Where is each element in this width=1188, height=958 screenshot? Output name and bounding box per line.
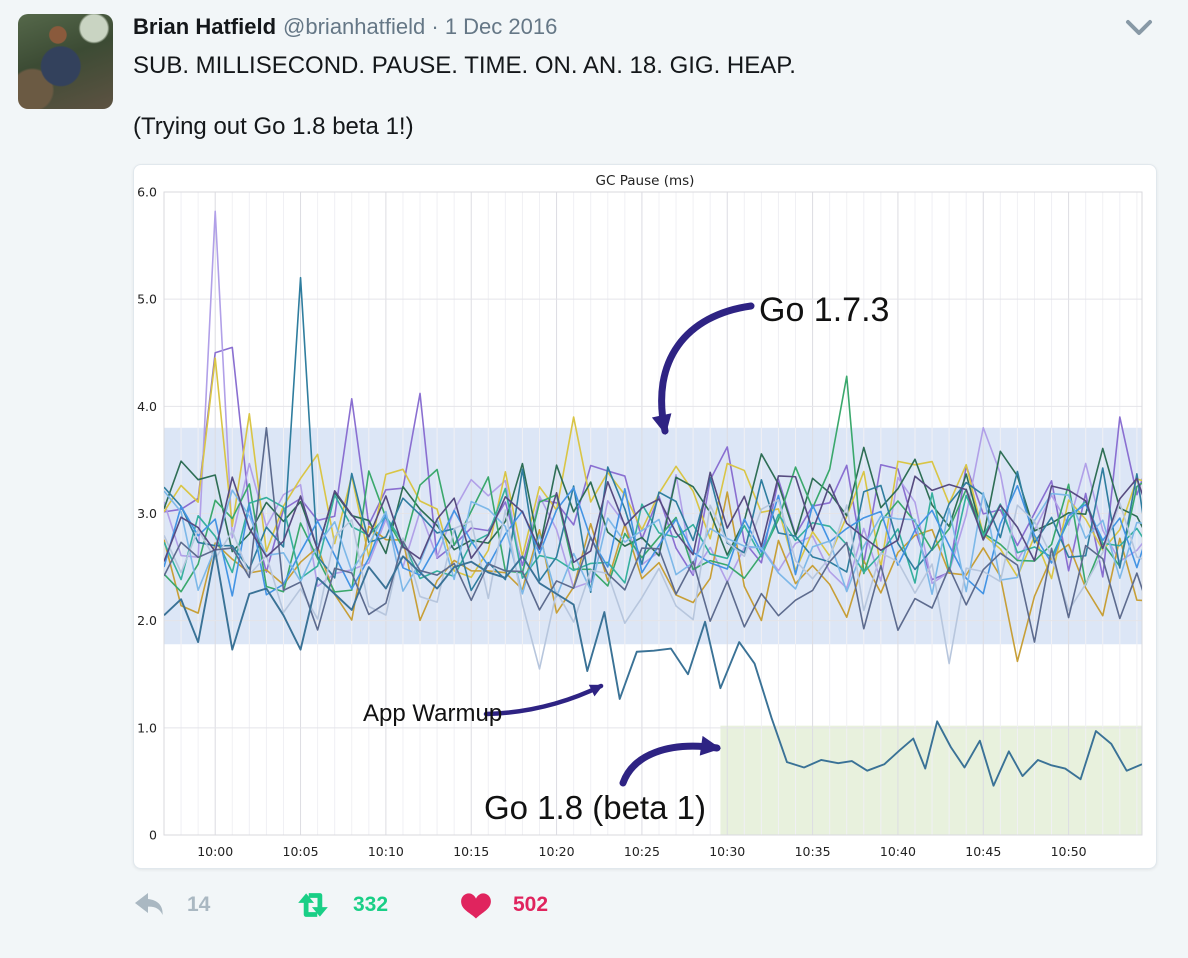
reply-button[interactable]: 14 — [133, 891, 295, 919]
x-tick-label: 10:35 — [795, 844, 831, 859]
app-warmup-arrow — [483, 683, 604, 717]
y-tick-label: 1.0 — [137, 720, 157, 735]
go-1.7.3-arrow — [651, 302, 755, 435]
x-tick-label: 10:15 — [453, 844, 489, 859]
y-tick-label: 0 — [149, 828, 157, 843]
like-count: 502 — [513, 893, 549, 916]
y-tick-label: 4.0 — [137, 399, 157, 414]
reply-arrow-icon — [135, 893, 163, 915]
y-tick-label: 5.0 — [137, 292, 157, 307]
gc-series-dark-teal — [164, 276, 1142, 594]
x-tick-label: 10:30 — [709, 844, 745, 859]
tweet-meta: Brian Hatfield @brianhatfield · 1 Dec 201… — [133, 12, 1160, 42]
go-1.8-beta-1-arrow — [619, 735, 721, 787]
gc-series-blue — [164, 484, 1142, 597]
gc-series-ochre — [164, 491, 1142, 663]
go-1.7.3-label: Go 1.7.3 — [759, 291, 889, 329]
x-tick-label: 10:20 — [539, 844, 575, 859]
gc-series-green — [164, 375, 1142, 593]
tweet-actions: 14 332 502 — [133, 885, 1160, 925]
gc-pause-chart: GC Pause (ms) 6.0 5.0 4.0 3.0 2.0 1.0 0 10:00 10:… — [137, 173, 1143, 859]
x-tick-label: 10:25 — [624, 844, 660, 859]
tweet-text-line1: SUB. MILLISECOND. PAUSE. TIME. ON. AN. 1… — [133, 52, 796, 79]
author-handle[interactable]: @brianhatfield — [283, 14, 426, 39]
retweet-button[interactable]: 332 — [295, 892, 461, 918]
y-tick-label: 3.0 — [137, 506, 157, 521]
chart-media[interactable]: GC Pause (ms) 6.0 5.0 4.0 3.0 2.0 1.0 0 10:00 10:… — [133, 164, 1157, 869]
avatar[interactable] — [18, 14, 113, 109]
meta-separator: · — [431, 14, 439, 39]
tweet-date[interactable]: 1 Dec 2016 — [444, 14, 558, 39]
go-1.8-line — [164, 550, 1142, 787]
gc-series-pale-steel — [164, 499, 1142, 670]
reply-count: 14 — [187, 893, 211, 916]
x-tick-label: 10:45 — [965, 844, 1001, 859]
x-tick-label: 10:50 — [1051, 844, 1087, 859]
heart-icon — [461, 892, 491, 919]
tweet-text-line2: (Trying out Go 1.8 beta 1!) — [133, 113, 414, 140]
like-button[interactable]: 502 — [461, 892, 548, 919]
x-tick-label: 10:40 — [880, 844, 916, 859]
go-1.7.3-pause-band — [164, 427, 1142, 645]
x-tick-label: 10:00 — [197, 844, 233, 859]
retweet-icon — [298, 893, 328, 917]
app-warmup-label: App Warmup — [363, 700, 502, 727]
x-tick-label: 10:05 — [283, 844, 319, 859]
y-tick-label: 2.0 — [137, 613, 157, 628]
go-1.8-beta-1-label: Go 1.8 (beta 1) — [484, 789, 706, 826]
author-name[interactable]: Brian Hatfield — [133, 14, 277, 39]
chevron-down-icon[interactable] — [1124, 18, 1154, 38]
gc-series-light-blue — [164, 489, 1142, 598]
chart-title: GC Pause (ms) — [596, 173, 695, 189]
y-tick-label: 6.0 — [137, 185, 157, 200]
x-tick-label: 10:10 — [368, 844, 404, 859]
retweet-count: 332 — [353, 893, 389, 916]
gc-series-violet-gray — [164, 471, 1142, 564]
